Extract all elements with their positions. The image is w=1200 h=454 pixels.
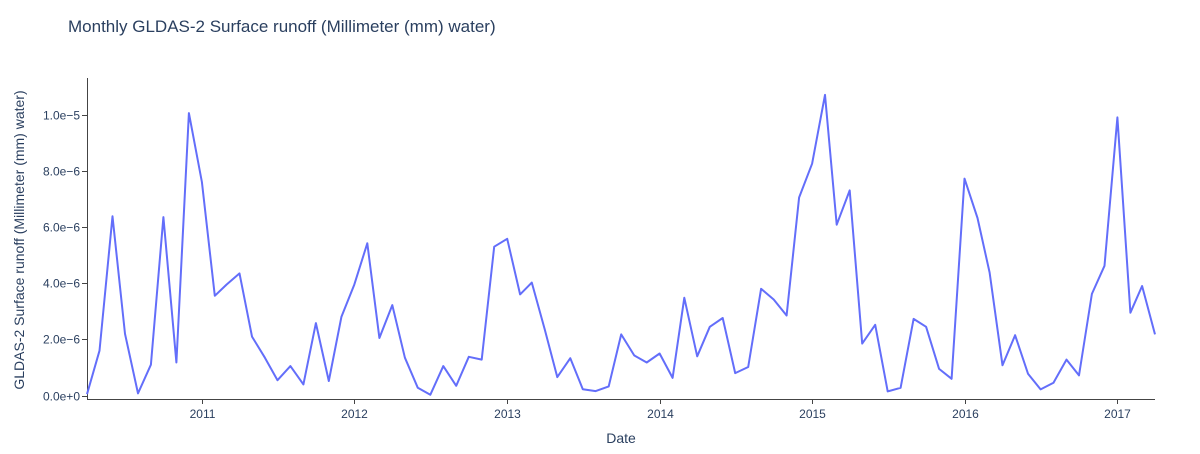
y-axis-title: GLDAS-2 Surface runoff (Millimeter (mm) …	[11, 90, 27, 389]
y-tick-label: 0.0e+0	[43, 390, 80, 404]
y-tick-label: 2.0e−6	[43, 333, 80, 347]
chart-title: Monthly GLDAS-2 Surface runoff (Millimet…	[68, 17, 496, 36]
x-axis: 2011 2012 2013 2014 2015 2016 2017	[87, 399, 1155, 421]
y-tick-label: 8.0e−6	[43, 165, 80, 179]
series-layer	[86, 93, 1156, 396]
y-tick-label: 1.0e−5	[43, 109, 80, 123]
x-tick-label: 2012	[341, 407, 368, 421]
x-tick-label: 2017	[1104, 407, 1131, 421]
x-axis-title: Date	[606, 430, 636, 446]
x-tick-label: 2015	[799, 407, 826, 421]
y-tick-label: 4.0e−6	[43, 277, 80, 291]
x-tick-label: 2016	[952, 407, 979, 421]
y-tick-label: 6.0e−6	[43, 221, 80, 235]
x-tick-label: 2014	[647, 407, 674, 421]
y-axis: 0.0e+0 2.0e−6 4.0e−6 6.0e−6 8.0e−6 1.0e−5	[43, 78, 88, 404]
x-tick-label: 2011	[190, 407, 216, 421]
series-line	[86, 93, 1156, 396]
x-tick-label: 2013	[494, 407, 521, 421]
